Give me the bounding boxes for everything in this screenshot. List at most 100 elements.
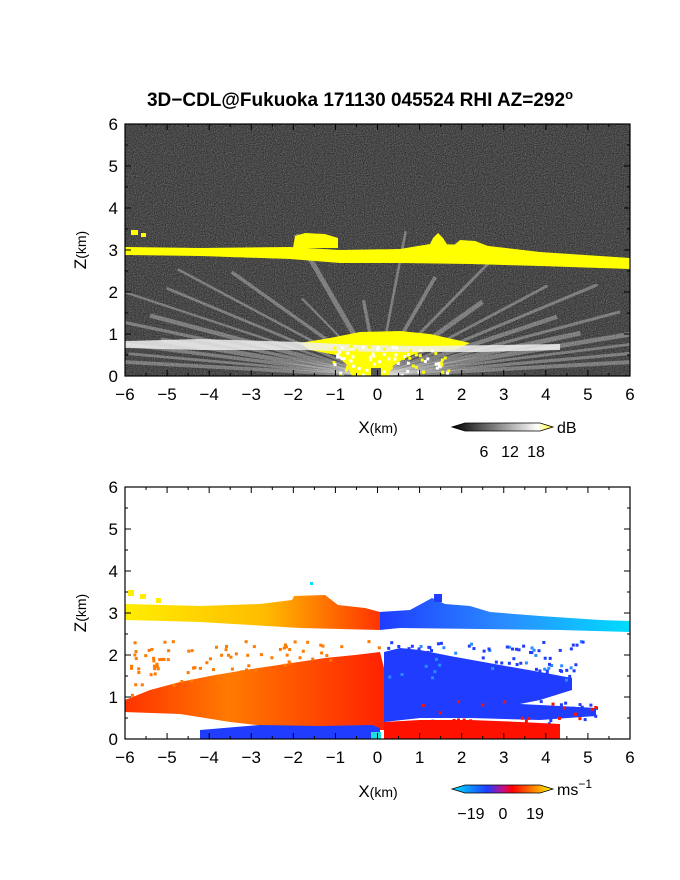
colorbar-tick-label: 12 — [501, 444, 519, 461]
scatter-dot — [394, 346, 398, 350]
scatter-dot — [211, 668, 215, 672]
scatter-dot — [560, 664, 564, 668]
scatter-dot — [507, 661, 511, 665]
velocity-colorbar-unit-exp: −1 — [578, 777, 592, 791]
scatter-dot — [434, 362, 438, 366]
scatter-dot — [368, 355, 372, 359]
scatter-dot — [190, 679, 194, 683]
velocity-y-label-main: Z — [71, 622, 90, 632]
scatter-dot — [434, 657, 438, 661]
scatter-dot — [532, 648, 536, 652]
scatter-dot — [522, 644, 526, 648]
x-tick-label: −2 — [284, 385, 303, 404]
scatter-dot — [569, 666, 573, 670]
scatter-dot — [270, 656, 274, 660]
scatter-dot — [511, 678, 515, 682]
scatter-dot — [133, 641, 137, 645]
x-tick-label: 2 — [457, 748, 466, 767]
velocity-y-label-unit: (km) — [73, 594, 89, 622]
scatter-dot — [282, 646, 286, 650]
scatter-dot — [571, 643, 575, 647]
title-degree: o — [565, 87, 573, 102]
scatter-dot — [438, 365, 442, 369]
scatter-dot — [423, 360, 427, 364]
scatter-dot — [152, 664, 156, 668]
scatter-dot — [368, 358, 372, 362]
scatter-dot — [155, 664, 159, 668]
scatter-dot — [390, 673, 394, 677]
scatter-dot — [579, 640, 583, 644]
scatter-dot — [438, 711, 442, 715]
scatter-dot — [340, 357, 344, 361]
scatter-dot — [216, 678, 220, 682]
scatter-dot — [152, 659, 156, 663]
scatter-dot — [435, 366, 439, 370]
scatter-dot — [345, 366, 349, 370]
x-tick-label: −5 — [157, 385, 176, 404]
scatter-dot — [572, 669, 576, 673]
scatter-dot — [247, 664, 251, 668]
reflectivity-ticks — [124, 123, 631, 377]
scatter-dot — [393, 357, 397, 361]
y-tick-label: 4 — [109, 562, 118, 581]
fragment — [128, 590, 134, 596]
scatter-dot — [403, 648, 407, 652]
x-tick-label: −2 — [284, 748, 303, 767]
reflectivity-colorbar-tick-labels: 6 12 18 — [480, 444, 545, 461]
echo-fragment-left — [131, 230, 138, 235]
y-tick-label: 4 — [109, 199, 118, 218]
scatter-dot — [524, 719, 528, 723]
scatter-dot — [443, 665, 447, 669]
y-tick-label: 5 — [109, 520, 118, 539]
scatter-dot — [155, 662, 159, 666]
boundary-layer-ray — [125, 360, 379, 376]
scatter-dot — [208, 657, 212, 661]
scatter-dot — [385, 663, 389, 667]
scatter-dot — [134, 683, 138, 687]
reflectivity-colorbar-bar — [450, 422, 555, 432]
scatter-dot — [464, 666, 468, 670]
scatter-dot — [446, 657, 450, 661]
scatter-dot — [319, 643, 323, 647]
scatter-dot — [548, 656, 552, 660]
scatter-dot — [301, 649, 305, 653]
scatter-dot — [374, 359, 378, 363]
colorbar-tick-label: −19 — [457, 806, 484, 823]
scatter-dot — [569, 712, 573, 716]
scatter-dot — [338, 350, 342, 354]
y-tick-label: 2 — [109, 283, 118, 302]
scatter-dot — [509, 712, 513, 716]
scatter-dot — [482, 649, 486, 653]
y-tick-label: 0 — [109, 367, 118, 386]
reflectivity-y-label: Z(km) — [71, 231, 90, 269]
scatter-dot — [549, 719, 553, 723]
scatter-dot — [433, 654, 437, 658]
reflectivity-y-label-unit: (km) — [73, 231, 89, 259]
scatter-dot — [528, 676, 532, 680]
scatter-dot — [342, 357, 346, 361]
scatter-dot — [259, 653, 263, 657]
scatter-dot — [355, 362, 359, 366]
scatter-dot — [414, 353, 418, 357]
boundary-layer-ray — [377, 310, 621, 376]
scatter-dot — [351, 355, 355, 359]
scatter-dot — [283, 643, 287, 647]
scatter-dot — [406, 361, 410, 365]
boundary-layer-ray — [377, 342, 630, 376]
scatter-dot — [244, 640, 248, 644]
y-tick-label: 0 — [109, 730, 118, 749]
scatter-dot — [172, 683, 176, 687]
x-tick-label: −3 — [242, 748, 261, 767]
cloud-bump-left — [293, 233, 338, 248]
velocity-ticks — [124, 486, 631, 740]
scatter-dot — [388, 675, 392, 679]
scatter-dot — [559, 703, 563, 707]
scatter-dot — [367, 640, 371, 644]
velocity-colorbar: −19 0 19 ms−1 — [450, 777, 592, 823]
scatter-dot — [406, 353, 410, 357]
reflectivity-colorbar-unit: dB — [557, 420, 577, 437]
scatter-dot — [407, 668, 411, 672]
scatter-dot — [238, 676, 242, 680]
scatter-dot — [320, 651, 324, 655]
